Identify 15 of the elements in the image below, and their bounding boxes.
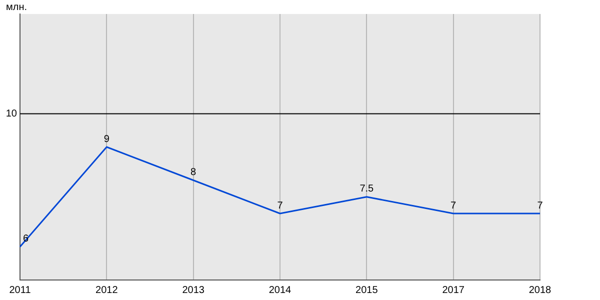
x-tick-label: 2015 bbox=[356, 284, 378, 296]
data-label: 7 bbox=[450, 200, 457, 212]
y-axis-title: млн. bbox=[6, 2, 28, 13]
data-label: 7 bbox=[537, 200, 544, 212]
data-label: 9 bbox=[104, 134, 110, 145]
data-label: 7 bbox=[277, 200, 284, 212]
x-tick-label: 2017 bbox=[442, 284, 465, 296]
x-tick-label: 2013 bbox=[182, 284, 205, 296]
data-label: 8 bbox=[190, 167, 197, 178]
x-tick-label: 2018 bbox=[528, 284, 552, 296]
ref-line-label: 10 bbox=[6, 108, 18, 120]
x-tick-label: 2011 bbox=[9, 284, 32, 296]
x-tick-label: 2012 bbox=[96, 284, 118, 296]
x-tick-label: 2014 bbox=[268, 284, 292, 296]
data-label: 7.5 bbox=[360, 184, 374, 195]
